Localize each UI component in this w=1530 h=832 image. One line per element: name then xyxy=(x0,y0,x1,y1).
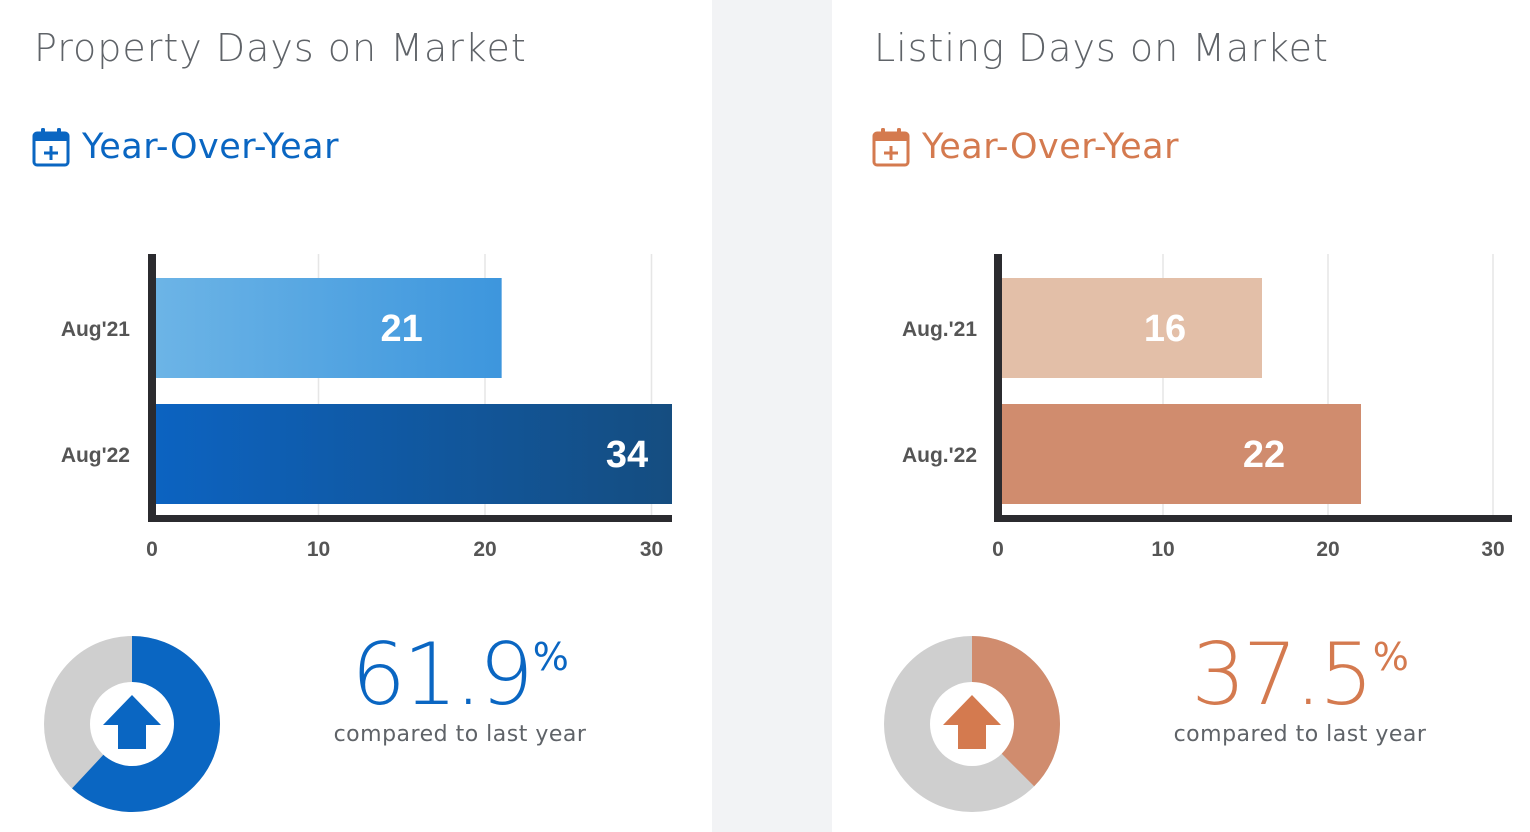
change-caption: compared to last year xyxy=(333,722,587,747)
x-tick-label: 0 xyxy=(992,538,1004,561)
arrow-up-icon xyxy=(103,695,161,749)
change-caption: compared to last year xyxy=(1173,722,1427,747)
donut-progress xyxy=(44,636,220,812)
category-label: Aug.'22 xyxy=(902,444,977,467)
bar xyxy=(156,404,672,504)
calendar-header xyxy=(874,133,908,141)
bar-value-label: 16 xyxy=(1144,308,1186,350)
panel-title: Property Days on Market xyxy=(34,26,527,70)
x-tick-label: 0 xyxy=(146,538,158,561)
bar xyxy=(156,278,502,378)
x-tick-label: 20 xyxy=(1316,538,1339,561)
calendar-ring xyxy=(41,128,45,137)
bar-chart: 16 Aug.'21 22 Aug.'22 0 10 20 30 xyxy=(902,254,1512,561)
calendar-header xyxy=(34,133,68,141)
y-axis-line xyxy=(148,254,156,522)
bar-value-label: 34 xyxy=(606,434,648,476)
period-label: Year-Over-Year xyxy=(922,127,1179,167)
calendar-icon xyxy=(872,128,910,167)
x-tick-label: 30 xyxy=(640,538,663,561)
donut-progress xyxy=(884,636,1060,812)
property-days-panel: Property Days on Market Year-Over-Year 2… xyxy=(0,0,712,832)
period-label: Year-Over-Year xyxy=(82,127,339,167)
change-block: 37.5% compared to last year xyxy=(1170,632,1430,747)
x-tick-label: 10 xyxy=(307,538,330,561)
x-axis-line xyxy=(994,515,1512,522)
period-heading: Year-Over-Year xyxy=(32,124,339,170)
arrow-up-icon xyxy=(943,695,1001,749)
bar xyxy=(1002,404,1361,504)
listing-days-panel: Listing Days on Market Year-Over-Year 16… xyxy=(832,0,1530,832)
change-donut xyxy=(884,636,1060,812)
calendar-ring xyxy=(57,128,61,137)
panel-gutter xyxy=(712,0,832,832)
category-label: Aug.'21 xyxy=(902,318,977,341)
calendar-ring xyxy=(897,128,901,137)
change-value: 61.9 xyxy=(351,625,533,725)
bar xyxy=(1002,278,1262,378)
x-tick-label: 20 xyxy=(473,538,496,561)
x-tick-label: 10 xyxy=(1151,538,1174,561)
y-axis-line xyxy=(994,254,1002,522)
panel-title: Listing Days on Market xyxy=(874,26,1329,70)
category-label: Aug'22 xyxy=(61,444,130,467)
x-tick-label: 30 xyxy=(1481,538,1504,561)
change-block: 61.9% compared to last year xyxy=(330,632,590,747)
calendar-icon xyxy=(32,128,70,167)
period-heading: Year-Over-Year xyxy=(872,124,1179,170)
change-value: 37.5 xyxy=(1191,625,1373,725)
change-unit: % xyxy=(1372,635,1409,679)
change-donut xyxy=(44,636,220,812)
bar-chart: 21 Aug'21 34 Aug'22 0 10 20 30 xyxy=(61,254,672,561)
calendar-ring xyxy=(881,128,885,137)
category-label: Aug'21 xyxy=(61,318,130,341)
x-axis-line xyxy=(148,515,672,522)
change-unit: % xyxy=(532,635,569,679)
bar-value-label: 22 xyxy=(1243,434,1285,476)
bar-value-label: 21 xyxy=(381,308,423,350)
